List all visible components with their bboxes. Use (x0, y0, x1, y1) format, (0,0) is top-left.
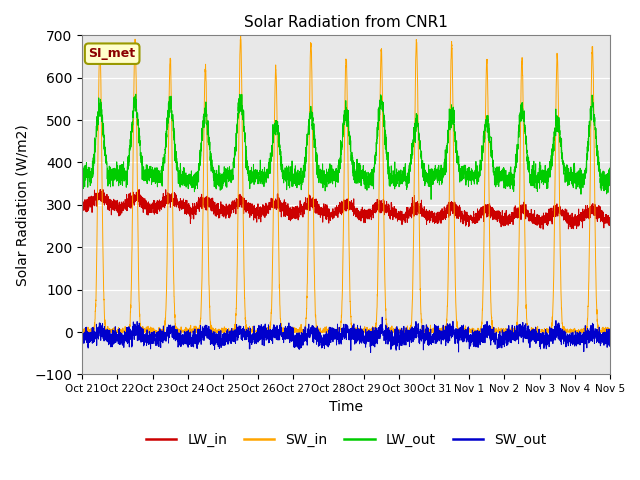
SW_out (378, 314, 386, 320)
Line: LW_out: LW_out (83, 94, 610, 199)
LW_out (606, 180, 614, 186)
LW_out (428, 196, 435, 202)
SW_out (173, 326, 181, 332)
SW_in (605, 329, 613, 335)
LW_in (540, 226, 547, 232)
SW_out (435, 338, 443, 344)
Y-axis label: Solar Radiation (W/m2): Solar Radiation (W/m2) (15, 124, 29, 286)
LW_out (465, 178, 472, 183)
SW_out (606, 335, 614, 341)
SW_in (173, 327, 181, 333)
Line: SW_in: SW_in (83, 35, 610, 332)
SW_out (465, 324, 472, 330)
LW_out (495, 178, 502, 184)
LW_out (326, 172, 334, 178)
LW_out (605, 181, 613, 187)
SW_in (465, 326, 472, 332)
SW_in (326, 328, 334, 334)
Title: Solar Radiation from CNR1: Solar Radiation from CNR1 (244, 15, 448, 30)
SW_in (237, 32, 244, 38)
SW_in (79, 329, 86, 335)
Line: SW_out: SW_out (83, 317, 610, 352)
LW_out (173, 164, 181, 169)
LW_in (606, 222, 614, 228)
Legend: LW_in, SW_in, LW_out, SW_out: LW_in, SW_in, LW_out, SW_out (140, 427, 552, 452)
SW_out (495, 339, 502, 345)
X-axis label: Time: Time (329, 400, 363, 414)
LW_in (173, 202, 181, 207)
Line: LW_in: LW_in (83, 190, 610, 229)
SW_in (494, 329, 502, 335)
LW_in (465, 216, 472, 222)
SW_out (367, 349, 374, 355)
LW_in (79, 206, 86, 212)
SW_out (79, 335, 86, 341)
SW_in (435, 326, 443, 332)
LW_in (435, 209, 443, 215)
SW_out (326, 324, 334, 330)
LW_out (132, 91, 140, 97)
LW_out (79, 163, 86, 168)
SW_in (606, 327, 614, 333)
LW_in (605, 221, 613, 227)
LW_in (135, 187, 143, 192)
LW_in (326, 218, 334, 224)
Text: SI_met: SI_met (88, 47, 136, 60)
SW_out (605, 341, 613, 347)
LW_in (494, 208, 502, 214)
LW_out (435, 170, 443, 176)
